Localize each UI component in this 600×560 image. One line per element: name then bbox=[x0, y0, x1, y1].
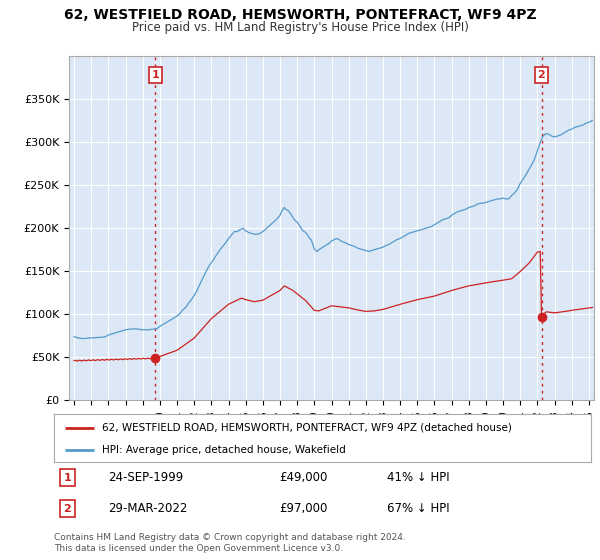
Text: 67% ↓ HPI: 67% ↓ HPI bbox=[387, 502, 449, 515]
Text: 1: 1 bbox=[151, 70, 159, 80]
Text: 2: 2 bbox=[64, 503, 71, 514]
Text: 41% ↓ HPI: 41% ↓ HPI bbox=[387, 471, 449, 484]
Text: £97,000: £97,000 bbox=[280, 502, 328, 515]
Text: 1: 1 bbox=[64, 473, 71, 483]
Text: 2: 2 bbox=[538, 70, 545, 80]
Text: 24-SEP-1999: 24-SEP-1999 bbox=[108, 471, 183, 484]
Text: 62, WESTFIELD ROAD, HEMSWORTH, PONTEFRACT, WF9 4PZ (detached house): 62, WESTFIELD ROAD, HEMSWORTH, PONTEFRAC… bbox=[103, 423, 512, 433]
Text: Contains HM Land Registry data © Crown copyright and database right 2024.
This d: Contains HM Land Registry data © Crown c… bbox=[54, 533, 406, 553]
Text: Price paid vs. HM Land Registry's House Price Index (HPI): Price paid vs. HM Land Registry's House … bbox=[131, 21, 469, 34]
Text: 29-MAR-2022: 29-MAR-2022 bbox=[108, 502, 187, 515]
Text: £49,000: £49,000 bbox=[280, 471, 328, 484]
Text: 62, WESTFIELD ROAD, HEMSWORTH, PONTEFRACT, WF9 4PZ: 62, WESTFIELD ROAD, HEMSWORTH, PONTEFRAC… bbox=[64, 8, 536, 22]
Text: HPI: Average price, detached house, Wakefield: HPI: Average price, detached house, Wake… bbox=[103, 445, 346, 455]
